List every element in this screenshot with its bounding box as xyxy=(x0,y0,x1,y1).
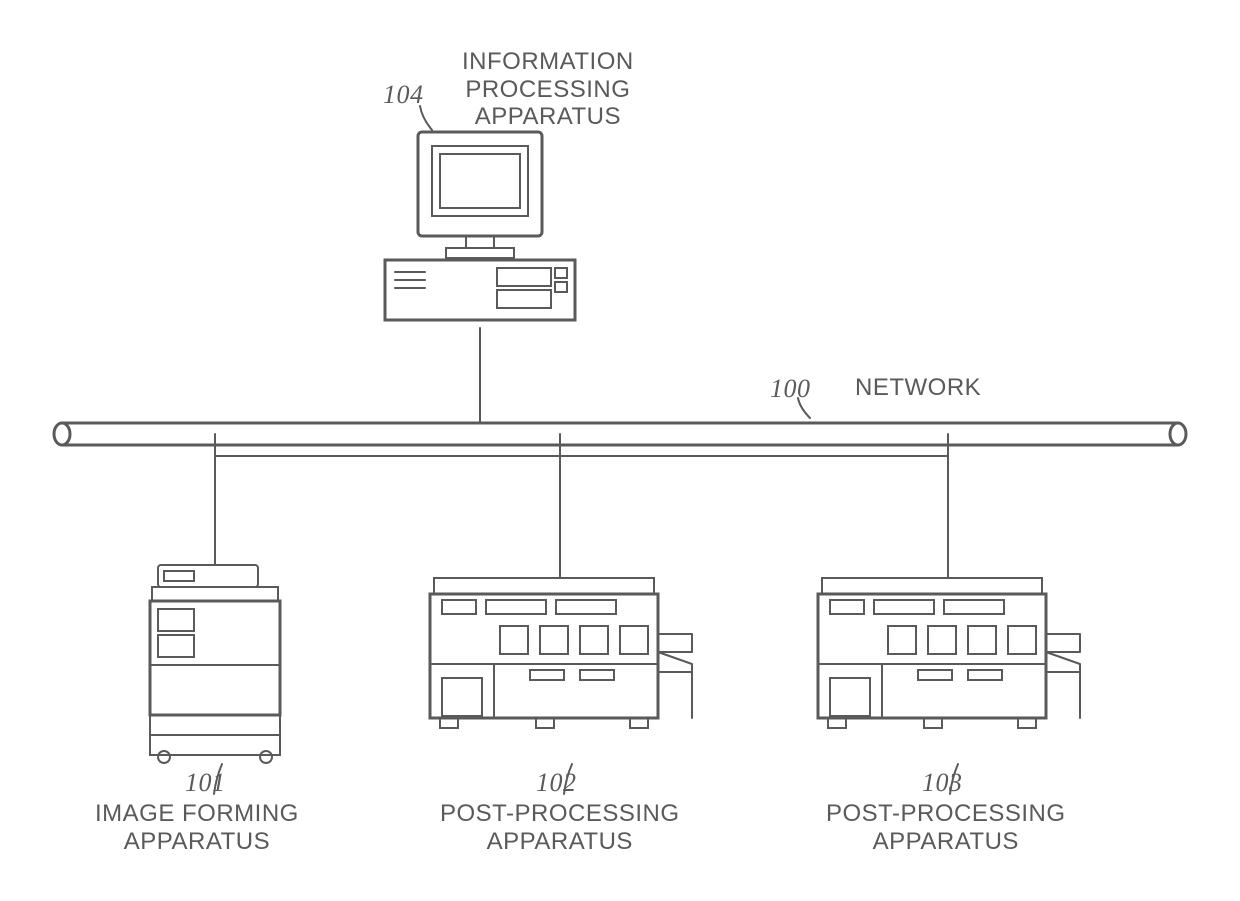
label-post-processing-2: POST-PROCESSING APPARATUS xyxy=(826,800,1066,855)
label-image-forming: IMAGE FORMING APPARATUS xyxy=(95,800,299,855)
label-post-processing-1: POST-PROCESSING APPARATUS xyxy=(440,800,680,855)
label-network: NETWORK xyxy=(855,374,981,402)
diagram-canvas: 104 INFORMATION PROCESSING APPARATUS 100… xyxy=(0,0,1240,901)
ref-102: 102 xyxy=(536,768,577,798)
label-info-processing: INFORMATION PROCESSING APPARATUS xyxy=(462,48,634,131)
ref-103: 103 xyxy=(922,768,963,798)
diagram-svg xyxy=(0,0,1240,901)
ref-100: 100 xyxy=(770,374,811,404)
ref-104: 104 xyxy=(383,80,424,110)
ref-101: 101 xyxy=(185,768,226,798)
